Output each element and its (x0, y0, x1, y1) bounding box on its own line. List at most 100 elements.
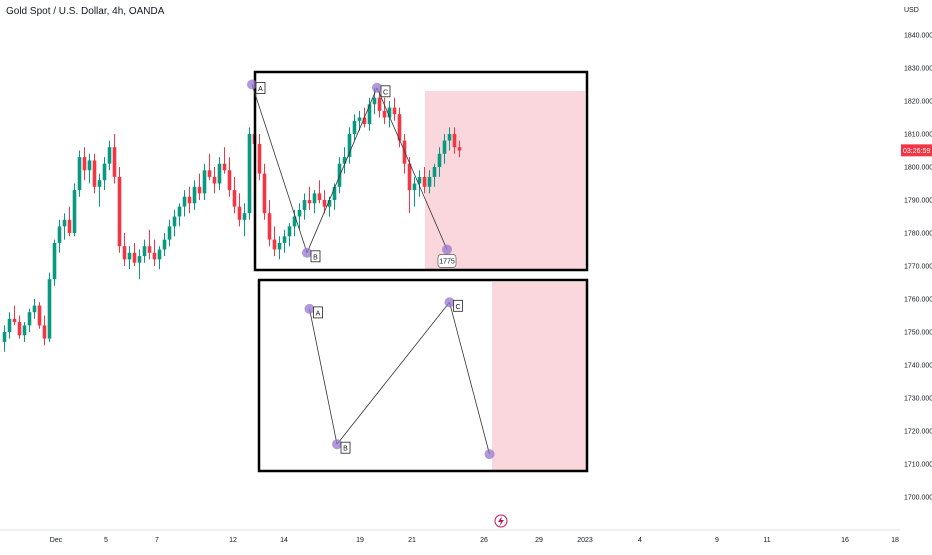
candle (397, 114, 402, 141)
pattern-top-point-label-a: A (258, 86, 263, 93)
candle (22, 325, 27, 336)
candle (182, 196, 187, 207)
candle (292, 216, 297, 227)
candle (332, 186, 337, 200)
candle (372, 97, 377, 105)
candle (282, 236, 287, 243)
candle (297, 209, 302, 217)
pattern-top-leg (376, 87, 448, 250)
x-tick-label: 2023 (577, 537, 593, 544)
candle (92, 160, 97, 187)
pattern-bottom-point-label-b: B (343, 446, 348, 453)
candle (152, 252, 157, 260)
pattern-frame-top (253, 70, 589, 272)
candle (77, 157, 82, 191)
y-tick-label: 1820.000 (904, 99, 932, 106)
chart-title: Gold Spot / U.S. Dollar, 4h, OANDA (6, 6, 165, 17)
candle (427, 176, 432, 187)
candle (137, 256, 142, 263)
pattern-bottom-point-marker (444, 297, 455, 308)
y-tick-label: 1810.000 (904, 132, 932, 139)
candle (312, 193, 317, 204)
candle (357, 117, 362, 121)
x-tick-label: 26 (480, 537, 488, 544)
candle (27, 312, 32, 326)
candle (217, 163, 222, 184)
candle (2, 332, 7, 342)
candle (197, 186, 202, 194)
lightning-icon-glyph (498, 516, 504, 527)
candle (97, 180, 102, 187)
x-tick-label: 12 (229, 537, 237, 544)
pattern-bottom-point-label-a: A (316, 310, 321, 317)
x-tick-label: 19 (356, 537, 364, 544)
candle (407, 163, 412, 191)
candle (167, 226, 172, 240)
pattern-bottom-leg (336, 302, 450, 445)
pattern-bottom-point-marker (484, 449, 495, 460)
candle (187, 196, 192, 204)
candle (457, 147, 462, 151)
pattern-top-leg (251, 84, 308, 253)
x-tick-label: 9 (715, 537, 719, 544)
candle (42, 325, 47, 339)
pattern-top-point-marker (442, 244, 452, 255)
candle (47, 279, 52, 339)
candle (37, 305, 42, 326)
candle (277, 242, 282, 250)
candle (272, 239, 277, 250)
candle (147, 246, 152, 253)
candle (327, 200, 332, 207)
candle (142, 246, 147, 257)
candle (102, 163, 107, 181)
candle (342, 157, 347, 164)
x-tick-label: Dec (50, 537, 63, 544)
x-tick-label: 4 (638, 537, 642, 544)
target-zone-top (425, 91, 585, 269)
pattern-top-label-box (310, 250, 321, 263)
candle (52, 242, 57, 280)
candle (172, 216, 177, 227)
candle (247, 134, 252, 214)
y-tick-label: 1710.000 (904, 462, 932, 469)
candle (122, 246, 127, 260)
target-label: 1775 (439, 259, 455, 266)
candle (232, 190, 237, 207)
candle (267, 213, 272, 240)
candle (177, 206, 182, 217)
pattern-top-point-label-c: C (383, 89, 388, 96)
price-badge-time: 03:26:59 (903, 148, 930, 155)
pattern-bottom-point-marker (332, 439, 342, 450)
candle (17, 322, 22, 336)
candle (307, 200, 312, 204)
candle (262, 173, 267, 214)
candle (257, 143, 262, 174)
candle (227, 170, 232, 191)
y-tick-label: 1770.000 (904, 264, 932, 271)
y-tick-label: 1780.000 (904, 231, 932, 238)
candle (452, 134, 457, 148)
candle (437, 153, 442, 167)
y-tick-label: 1730.000 (904, 396, 932, 403)
candle (317, 193, 322, 200)
pattern-top-label-box (255, 82, 266, 94)
y-tick-label: 1740.000 (904, 363, 932, 370)
y-tick-label: 1700.000 (904, 495, 932, 502)
y-tick-label: 1840.000 (904, 33, 932, 40)
candle (377, 97, 382, 111)
candle (127, 252, 132, 260)
pattern-top-leg (306, 87, 378, 253)
candle (107, 147, 112, 164)
candle (237, 206, 242, 220)
candle (362, 117, 367, 125)
y-tick-label: 1720.000 (904, 429, 932, 436)
candle (412, 183, 417, 191)
pattern-frame-bottom (257, 278, 589, 473)
currency-label: USD (904, 7, 919, 14)
pattern-bottom-label-box (453, 299, 463, 312)
candle (447, 134, 452, 141)
candle (32, 305, 37, 313)
candle (67, 219, 72, 233)
candle (287, 226, 292, 237)
